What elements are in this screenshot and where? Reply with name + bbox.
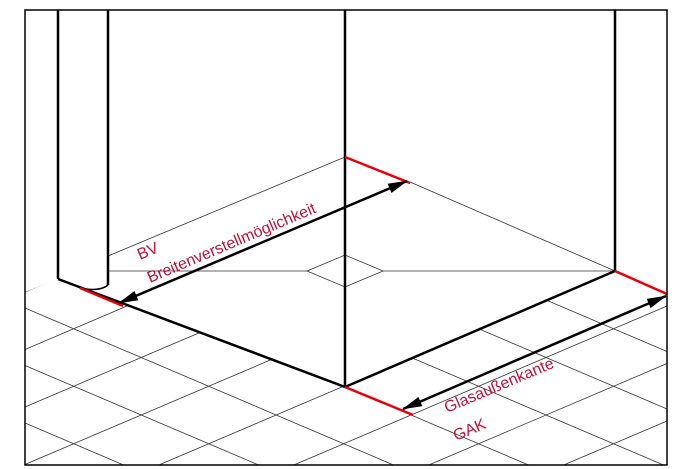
bv-dimension-arrow (118, 179, 408, 305)
frame-border (24, 9, 668, 466)
red-reference-marks (79, 155, 668, 417)
tile-line (24, 365, 259, 466)
gak-dimension-arrow (402, 294, 667, 411)
tile-line (24, 307, 394, 466)
tray-front-left (57, 277, 346, 389)
tile-line (563, 420, 668, 466)
tile-line (428, 363, 668, 466)
tile-line (24, 422, 124, 466)
